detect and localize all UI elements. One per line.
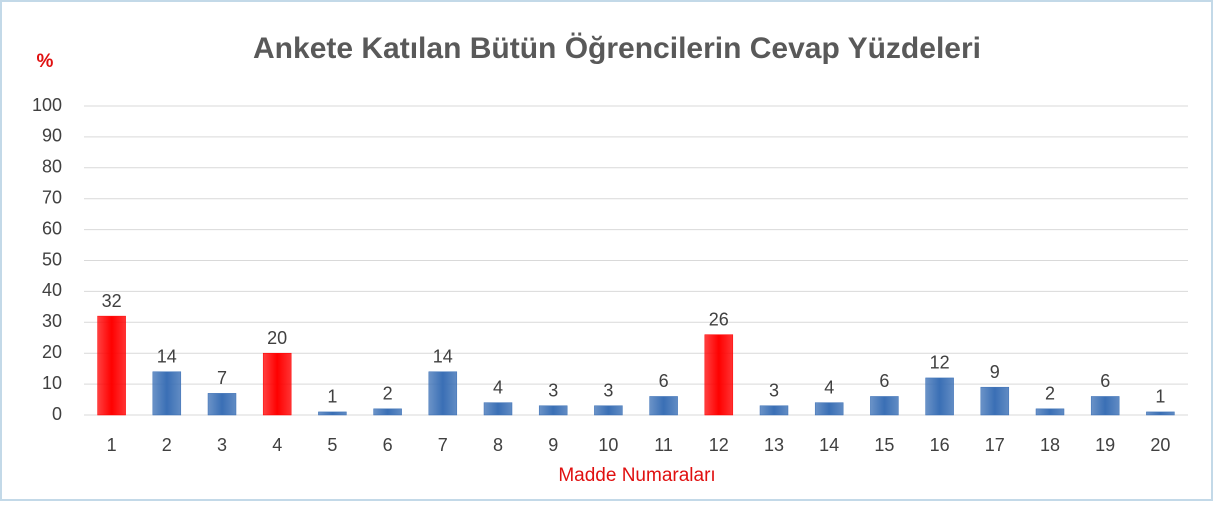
bar: [97, 315, 126, 416]
y-tick-label: 70: [42, 187, 62, 207]
x-tick-label: 11: [654, 435, 673, 455]
y-tick-label: 20: [42, 342, 62, 362]
x-tick-label: 7: [438, 435, 448, 455]
x-tick-label: 15: [874, 435, 894, 455]
bar: [1035, 408, 1065, 416]
data-label: 6: [879, 371, 889, 391]
data-label: 3: [769, 380, 779, 400]
data-label: 4: [824, 377, 834, 397]
data-label: 4: [493, 377, 503, 397]
x-tick-label: 16: [930, 435, 950, 455]
bar: [538, 405, 568, 416]
y-axis-label: %: [37, 51, 54, 72]
data-label: 20: [267, 328, 287, 348]
y-tick-label: 30: [42, 311, 62, 331]
y-tick-label: 50: [42, 249, 62, 269]
x-tick-label: 2: [162, 435, 172, 455]
bar: [814, 402, 844, 416]
bar: [152, 371, 182, 416]
y-tick-label: 90: [42, 126, 62, 146]
bar: [649, 396, 678, 416]
data-label: 3: [603, 380, 613, 400]
y-tick-label: 0: [52, 404, 62, 424]
bar: [207, 393, 237, 416]
data-label: 2: [1045, 384, 1055, 404]
x-tick-label: 19: [1095, 435, 1115, 455]
y-tick-label: 10: [42, 373, 62, 393]
x-tick-label: 5: [327, 435, 337, 455]
bar: [759, 405, 789, 416]
x-tick-label: 17: [985, 435, 1005, 455]
bar: [428, 371, 458, 416]
x-tick-label: 3: [217, 435, 227, 455]
y-tick-label: 100: [32, 95, 62, 115]
x-tick-label: 13: [764, 435, 784, 455]
data-label: 3: [548, 380, 558, 400]
y-tick-label: 40: [42, 280, 62, 300]
bar: [870, 396, 899, 416]
x-tick-label: 20: [1150, 435, 1170, 455]
bar: [373, 408, 402, 416]
data-label: 26: [709, 309, 729, 329]
x-tick-label: 6: [383, 435, 393, 455]
x-tick-label: 4: [272, 435, 282, 455]
bar: [1146, 411, 1175, 416]
bar: [704, 334, 734, 416]
bar: [483, 402, 513, 416]
data-label: 9: [990, 362, 1000, 382]
x-tick-label: 12: [709, 435, 729, 455]
bar: [925, 377, 954, 416]
data-label: 14: [433, 346, 453, 366]
chart-title: Ankete Katılan Bütün Öğrencilerin Cevap …: [253, 32, 981, 65]
bar: [594, 405, 623, 416]
bar: [980, 386, 1010, 416]
x-axis-label: Madde Numaraları: [558, 465, 715, 486]
x-tick-label: 9: [548, 435, 558, 455]
data-label: 1: [327, 387, 337, 407]
data-label: 1: [1155, 387, 1165, 407]
data-label: 6: [659, 371, 669, 391]
x-tick-label: 14: [819, 435, 839, 455]
x-tick-label: 10: [598, 435, 618, 455]
data-label: 7: [217, 368, 227, 388]
data-label: 12: [930, 353, 950, 373]
data-label: 14: [157, 346, 177, 366]
data-label: 32: [102, 291, 122, 311]
x-tick-label: 1: [107, 435, 117, 455]
data-label: 2: [383, 384, 393, 404]
bar: [262, 352, 292, 416]
x-tick-label: 18: [1040, 435, 1060, 455]
y-tick-label: 80: [42, 157, 62, 177]
y-tick-label: 60: [42, 218, 62, 238]
bar: [1090, 396, 1120, 416]
bar: [318, 411, 347, 416]
x-tick-label: 8: [493, 435, 503, 455]
data-label: 6: [1100, 371, 1110, 391]
